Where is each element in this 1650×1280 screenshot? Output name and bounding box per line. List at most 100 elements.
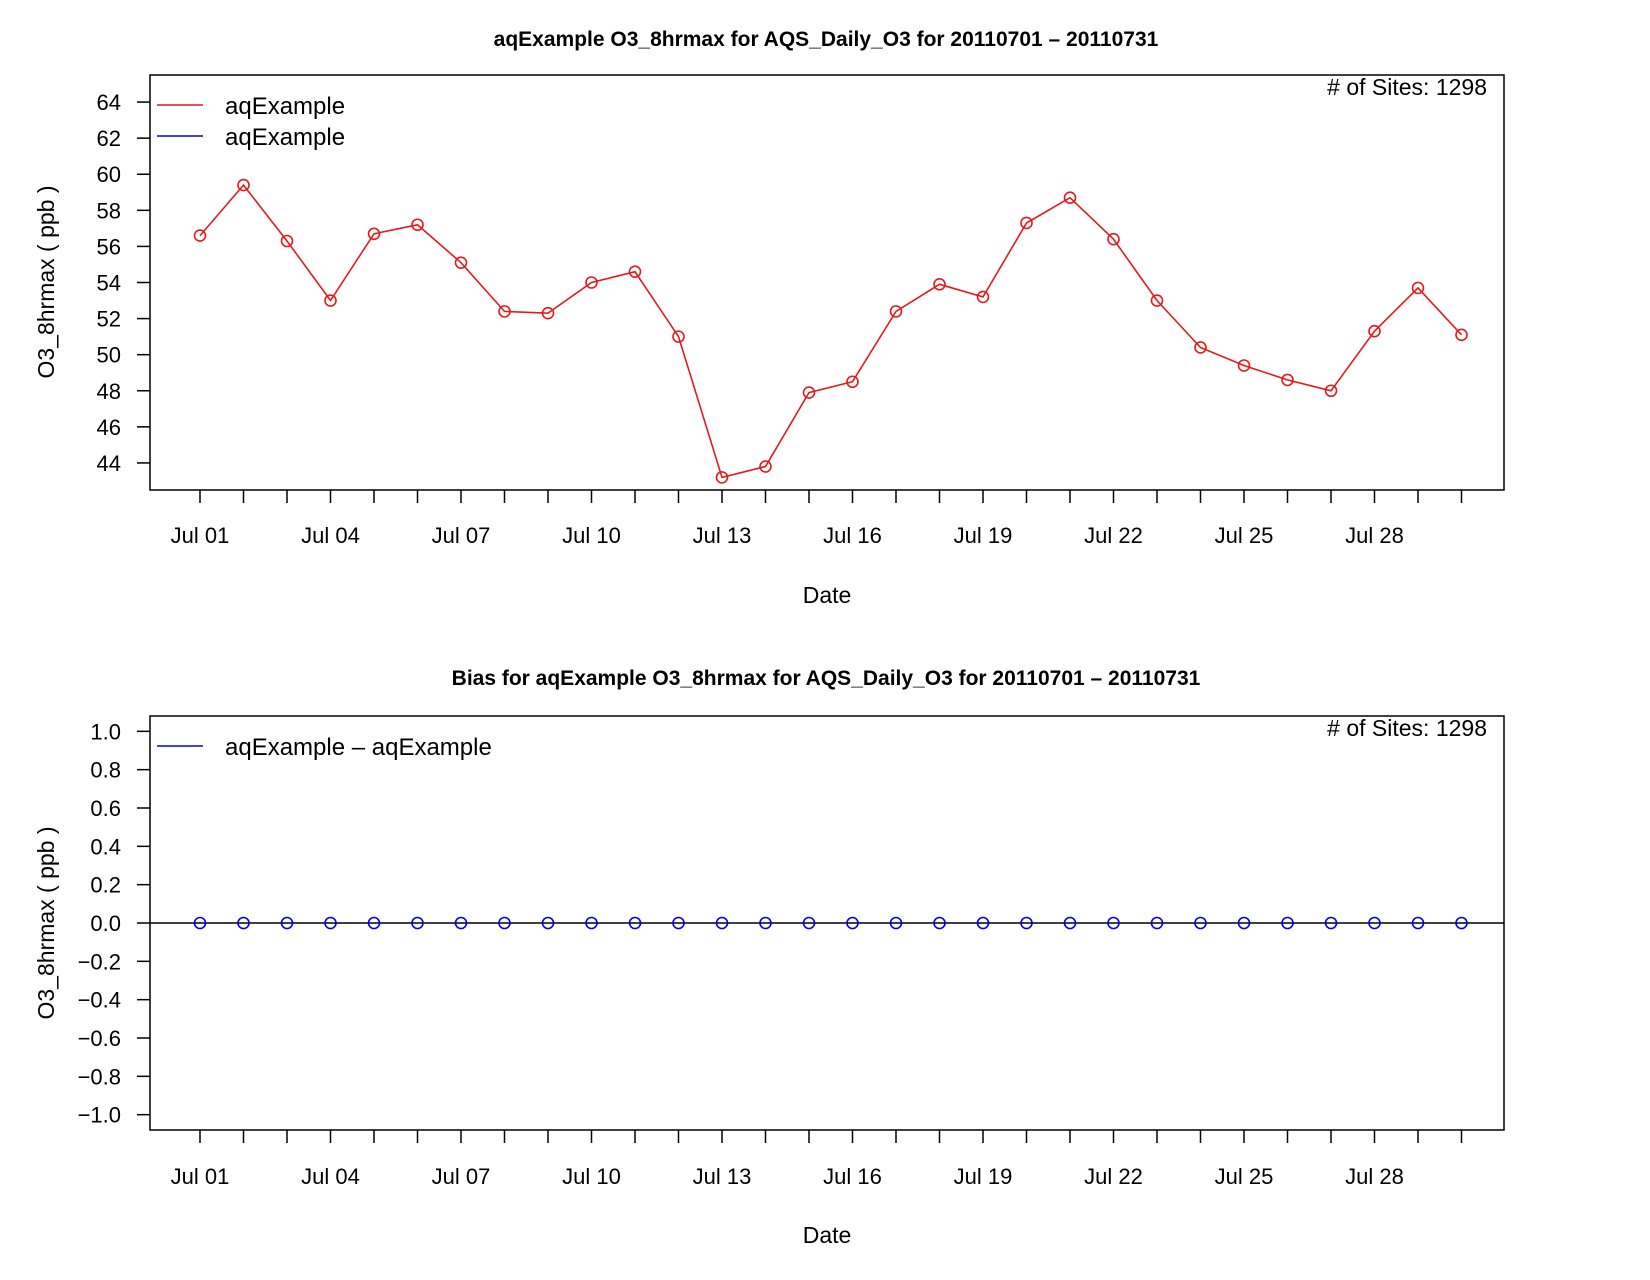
site-count-annotation: # of Sites: 1298 [1327,74,1487,100]
series-line [199,183,1463,479]
y-tick-label: 1.0 [90,719,121,744]
y-tick-label: 50 [97,343,121,368]
x-tick-label: Jul 28 [1345,1164,1404,1189]
data-point [1455,916,1468,930]
series-layer [193,916,1468,930]
legend-label-series-1: aqExample – aqExample [225,734,492,761]
x-tick-label: Jul 19 [954,523,1013,548]
y-tick-label: 0.2 [90,873,121,898]
y-tick-label: 0.4 [90,834,121,859]
x-tick-label: Jul 07 [432,1164,491,1189]
y-tick-label: −0.4 [78,988,121,1013]
x-tick-label: Jul 19 [954,1164,1013,1189]
data-point [367,227,381,241]
data-point [759,916,772,930]
y-tick-label: 56 [97,234,121,259]
data-point [846,375,859,389]
panel-title: Bias for aqExample O3_8hrmax for AQS_Dai… [452,667,1201,690]
data-point [933,916,946,930]
series-line [200,185,1462,477]
data-point [367,916,381,930]
data-point [802,386,816,399]
y-tick-label: 48 [97,379,121,404]
data-point [715,471,729,484]
data-point [1411,281,1425,295]
data-point [1020,916,1033,930]
legend: aqExample – aqExample [157,734,492,761]
data-point [498,305,511,318]
x-tick-label: Jul 04 [301,1164,360,1189]
data-point [672,916,685,930]
y-tick-label: 62 [97,126,121,151]
y-tick-label: 52 [97,307,121,332]
y-tick-label: −0.6 [78,1026,121,1051]
x-tick-label: Jul 10 [562,523,621,548]
data-point [1107,232,1120,246]
x-tick-label: Jul 13 [693,523,752,548]
data-point [454,256,468,269]
x-tick-label: Jul 25 [1215,1164,1274,1189]
data-point [585,916,598,930]
data-point [324,916,337,930]
x-axis-label: Date [803,1222,852,1248]
y-tick-label: −0.2 [78,949,121,974]
panel-title: aqExample O3_8hrmax for AQS_Daily_O3 for… [494,28,1159,51]
y-tick-label: 64 [97,90,121,115]
data-point [889,916,903,930]
y-axis-label: O3_8hrmax ( ppb ) [33,826,59,1019]
y-tick-label: 60 [97,162,121,187]
site-count-annotation: # of Sites: 1298 [1327,715,1487,741]
x-tick-label: Jul 13 [693,1164,752,1189]
data-point [193,229,207,242]
y-tick-label: 0.0 [90,911,121,936]
y-tick-label: 46 [97,415,121,440]
data-point [976,290,990,304]
data-point [1063,191,1077,204]
data-point [541,916,555,930]
data-point [237,916,250,930]
y-tick-label: 0.8 [90,758,121,783]
bias-panel: Bias for aqExample O3_8hrmax for AQS_Dai… [33,667,1505,1248]
x-tick-label: Jul 07 [432,523,491,548]
x-axis-label: Date [803,582,852,608]
data-point [280,916,294,930]
y-axis: 44 46 48 50 52 54 56 58 60 62 64 [97,90,150,476]
data-point [585,276,598,289]
series-layer [193,178,1468,484]
data-point [193,916,207,930]
data-point [1281,373,1294,387]
y-tick-label: 44 [97,451,121,476]
x-tick-label: Jul 16 [823,1164,882,1189]
data-point [1368,916,1381,930]
x-tick-label: Jul 22 [1084,523,1143,548]
data-point [1107,916,1120,930]
data-point [1063,916,1077,930]
data-point [1194,916,1207,930]
series-1 [193,916,1468,930]
x-axis: Jul 01 Jul 04 Jul 07 Jul 10 Jul 13 Jul 16 Jul … [171,490,1463,548]
data-point [1368,324,1381,338]
data-point [1411,916,1425,930]
concentration-panel: aqExample O3_8hrmax for AQS_Daily_O3 for… [33,28,1505,608]
series-1 [193,178,1468,484]
data-point [1324,916,1338,930]
data-point [324,294,337,307]
data-point [672,330,685,343]
data-point [1237,359,1251,372]
data-point [628,916,642,930]
data-point [1150,916,1164,930]
y-axis: −1.0 −0.8 −0.6 −0.4 −0.2 0.0 0.2 0.4 0.6 0.8 1.0 [78,719,150,1128]
series-2 [195,180,1468,483]
data-point [715,916,729,930]
data-point [889,305,903,318]
data-point [628,265,642,278]
data-point [846,916,859,930]
x-tick-label: Jul 28 [1345,523,1404,548]
legend: aqExample aqExample [157,93,345,151]
data-point [498,916,511,930]
data-point [1455,328,1468,342]
y-tick-label: −0.8 [78,1064,121,1089]
x-tick-label: Jul 01 [171,523,230,548]
data-point [237,178,250,192]
data-point [1237,916,1251,930]
